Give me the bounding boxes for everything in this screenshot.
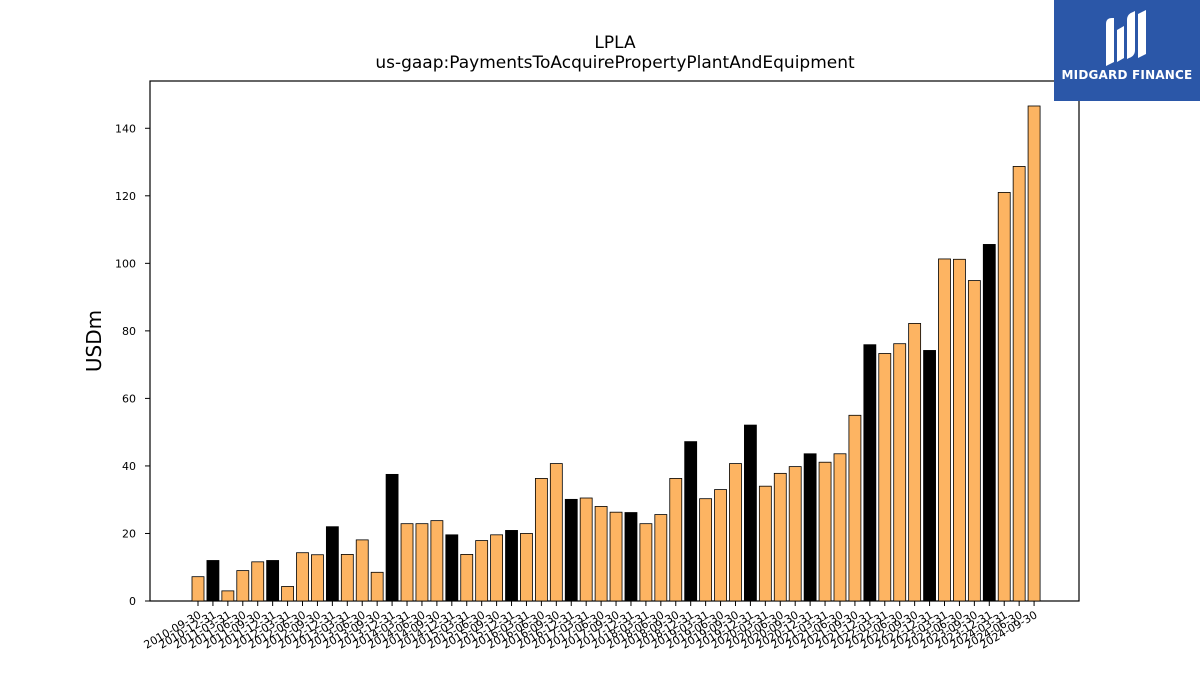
bar-2019-03-31 — [699, 498, 713, 602]
bar-2022-09-30 — [908, 323, 922, 602]
bar-2011-03-31 — [221, 590, 235, 602]
bar-2013-09-30 — [370, 571, 384, 602]
bar-2020-12-31 — [803, 453, 817, 602]
y-tick-label: 100 — [115, 257, 136, 270]
midgard-logo-icon — [1106, 10, 1146, 66]
bar-2018-03-31 — [639, 523, 653, 602]
bar-2014-06-30 — [415, 523, 429, 602]
bar-2014-03-31 — [400, 523, 414, 602]
bar-2020-09-30 — [788, 466, 802, 602]
bar-2018-09-30 — [669, 478, 683, 602]
bar-2017-03-31 — [579, 497, 593, 602]
bar-2022-03-31 — [878, 353, 892, 602]
bar-2020-06-30 — [773, 472, 787, 602]
bar-2019-06-30 — [714, 489, 727, 602]
bar-2015-03-31 — [460, 554, 474, 602]
bar-2012-09-30 — [311, 554, 324, 602]
bar-2016-03-31 — [520, 533, 533, 602]
bar-2018-06-30 — [654, 514, 668, 602]
bar-2013-06-30 — [355, 539, 369, 602]
y-tick-label: 0 — [129, 595, 136, 608]
bar-2017-06-30 — [594, 506, 608, 602]
bar-2010-12-31 — [206, 560, 220, 602]
bar-2010-09-30 — [191, 576, 205, 602]
bar-2021-09-30 — [848, 414, 862, 602]
bar-2016-09-30 — [549, 463, 563, 602]
bar-2012-06-30 — [296, 552, 309, 602]
bar-2019-12-31 — [744, 424, 757, 602]
logo-text: MIDGARD FINANCE — [1061, 68, 1193, 82]
y-tick-label: 60 — [122, 392, 136, 405]
y-axis-label: USDm — [82, 310, 106, 372]
bar-2019-09-30 — [729, 463, 742, 602]
bar-2024-09-30 — [1027, 105, 1041, 602]
bar-2021-12-31 — [863, 344, 877, 602]
bar-2022-12-31 — [923, 350, 936, 602]
y-tick-label: 120 — [115, 190, 136, 203]
chart-title: LPLA — [594, 33, 636, 53]
bar-2011-12-31 — [266, 560, 280, 602]
chart-subtitle: us-gaap:PaymentsToAcquirePropertyPlantAn… — [375, 53, 855, 73]
bar-2016-06-30 — [534, 478, 548, 602]
bar-2022-06-30 — [893, 343, 907, 602]
bar-2023-06-30 — [953, 258, 966, 602]
bar-2023-09-30 — [967, 280, 981, 602]
midgard-finance-logo: MIDGARD FINANCE — [1054, 0, 1200, 101]
y-tick-label: 140 — [115, 122, 136, 135]
y-tick-label: 80 — [122, 325, 136, 338]
bars-group — [191, 105, 1041, 602]
bar-2015-06-30 — [475, 540, 489, 602]
bar-2015-09-30 — [490, 534, 504, 602]
bar-2016-12-31 — [564, 498, 578, 602]
bar-2013-12-31 — [385, 473, 399, 602]
x-axis-ticks: 2010-09-302010-12-312011-03-312011-06-30… — [142, 601, 1040, 652]
bar-2013-03-31 — [340, 554, 354, 602]
bar-2023-03-31 — [938, 258, 951, 602]
bar-2012-03-31 — [281, 586, 294, 602]
bar-2011-09-30 — [251, 561, 265, 602]
bar-2011-06-30 — [236, 570, 250, 602]
y-axis-ticks: 0 20 40 60 80 100 120 140 — [115, 122, 150, 608]
bar-2018-12-31 — [684, 441, 698, 602]
bar-2021-06-30 — [833, 453, 847, 602]
bar-2017-09-30 — [609, 511, 623, 602]
bar-2014-09-30 — [430, 520, 444, 602]
y-tick-label: 20 — [122, 527, 136, 540]
y-tick-label: 40 — [122, 460, 136, 473]
bar-2012-12-31 — [325, 526, 339, 602]
bar-2024-03-31 — [997, 192, 1011, 602]
bar-2021-03-31 — [818, 461, 832, 602]
bar-2024-06-30 — [1012, 166, 1026, 602]
bar-2020-03-31 — [758, 485, 772, 602]
bar-2014-12-31 — [445, 534, 459, 602]
bar-2015-12-31 — [505, 530, 518, 602]
bar-2023-12-31 — [982, 244, 996, 602]
bar-2017-12-31 — [624, 512, 638, 602]
